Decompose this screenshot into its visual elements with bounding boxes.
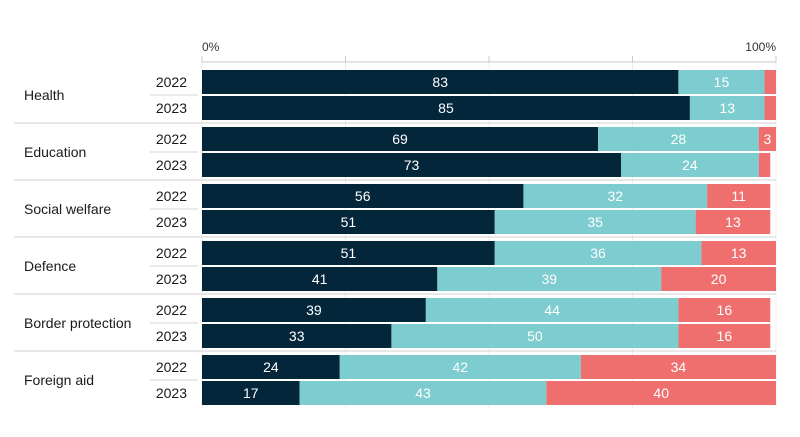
data-label: 13 <box>719 100 735 116</box>
bar-segment-1 <box>202 381 300 405</box>
data-label: 24 <box>263 359 279 375</box>
data-label: 15 <box>714 74 730 90</box>
data-label: 28 <box>671 131 687 147</box>
bar-segment-3 <box>661 267 776 291</box>
bar-segment-2 <box>494 241 702 265</box>
data-label: 42 <box>453 359 469 375</box>
year-label: 2022 <box>156 359 187 375</box>
category-label: Social welfare <box>24 201 111 217</box>
year-label: 2023 <box>156 214 187 230</box>
bar-segment-2 <box>425 298 679 322</box>
category-label: Education <box>24 144 86 160</box>
data-label: 20 <box>711 271 727 287</box>
bar-segment-1 <box>202 70 679 94</box>
year-label: 2023 <box>156 100 187 116</box>
data-label: 34 <box>671 359 687 375</box>
bar-segment-3 <box>758 153 771 177</box>
bar-segment-1 <box>202 298 426 322</box>
bar-segment-1 <box>202 241 495 265</box>
x-axis-tick-label: 100% <box>745 40 776 54</box>
bar-segment-2 <box>437 267 662 291</box>
year-label: 2022 <box>156 74 187 90</box>
bar-segment-1 <box>202 96 690 120</box>
year-label: 2023 <box>156 385 187 401</box>
group-separators <box>14 94 776 381</box>
bar-segment-1 <box>202 184 524 208</box>
data-label: 13 <box>731 245 747 261</box>
data-label: 16 <box>717 328 733 344</box>
data-label: 11 <box>731 188 746 204</box>
data-label: 73 <box>404 157 420 173</box>
bar-segment-3 <box>695 210 771 234</box>
year-label: 2023 <box>156 328 187 344</box>
bar-segment-1 <box>202 324 392 348</box>
bar-segment-3 <box>707 184 771 208</box>
bar-segment-1 <box>202 267 438 291</box>
bar-segment-3 <box>546 381 776 405</box>
data-label: 56 <box>355 188 371 204</box>
data-label: 41 <box>312 271 328 287</box>
year-label: 2023 <box>156 157 187 173</box>
data-label: 43 <box>415 385 431 401</box>
bar-segment-3 <box>580 355 776 379</box>
bar-segment-3 <box>764 70 776 94</box>
data-label: 33 <box>289 328 305 344</box>
bar-segment-2 <box>523 184 708 208</box>
data-label: 36 <box>590 245 606 261</box>
year-label: 2022 <box>156 245 187 261</box>
bar-segment-2 <box>494 210 696 234</box>
x-axis-tick-label: 0% <box>202 40 220 54</box>
bar-segment-2 <box>598 127 759 151</box>
bar-segment-1 <box>202 355 340 379</box>
data-label: 17 <box>243 385 259 401</box>
data-label: 32 <box>607 188 623 204</box>
bar-segment-3 <box>701 241 776 265</box>
bar-segment-3 <box>764 96 776 120</box>
bar-segment-2 <box>391 324 679 348</box>
category-label: Defence <box>24 258 76 274</box>
category-label: Foreign aid <box>24 372 94 388</box>
data-label: 40 <box>653 385 669 401</box>
category-label: Border protection <box>24 315 131 331</box>
bar-segment-2 <box>339 355 581 379</box>
bar-segment-3 <box>758 127 776 151</box>
bar-segment-2 <box>621 153 759 177</box>
bar-segment-1 <box>202 210 495 234</box>
bar-segment-2 <box>689 96 765 120</box>
data-label: 83 <box>432 74 448 90</box>
data-label: 50 <box>527 328 543 344</box>
data-label: 24 <box>682 157 698 173</box>
year-label: 2022 <box>156 131 187 147</box>
category-label: Health <box>24 87 64 103</box>
year-label: 2022 <box>156 302 187 318</box>
bar-segment-2 <box>678 70 765 94</box>
data-label: 44 <box>544 302 560 318</box>
data-label: 39 <box>541 271 557 287</box>
bars <box>202 70 776 405</box>
year-label: 2023 <box>156 271 187 287</box>
data-label: 51 <box>341 245 357 261</box>
labels: Health 2022 83 15 2023 85 13 Education 2022 69 28 3… <box>24 74 771 401</box>
year-label: 2022 <box>156 188 187 204</box>
bar-segment-3 <box>678 324 771 348</box>
data-label: 3 <box>763 131 771 147</box>
data-label: 85 <box>438 100 454 116</box>
data-label: 13 <box>725 214 741 230</box>
bar-segment-1 <box>202 153 622 177</box>
x-axis: 0% 100% <box>202 40 776 63</box>
data-label: 39 <box>306 302 322 318</box>
bar-segment-2 <box>299 381 547 405</box>
data-label: 51 <box>341 214 357 230</box>
data-label: 16 <box>717 302 733 318</box>
data-label: 35 <box>587 214 603 230</box>
bar-segment-1 <box>202 127 599 151</box>
bar-segment-3 <box>678 298 771 322</box>
data-label: 69 <box>392 131 408 147</box>
